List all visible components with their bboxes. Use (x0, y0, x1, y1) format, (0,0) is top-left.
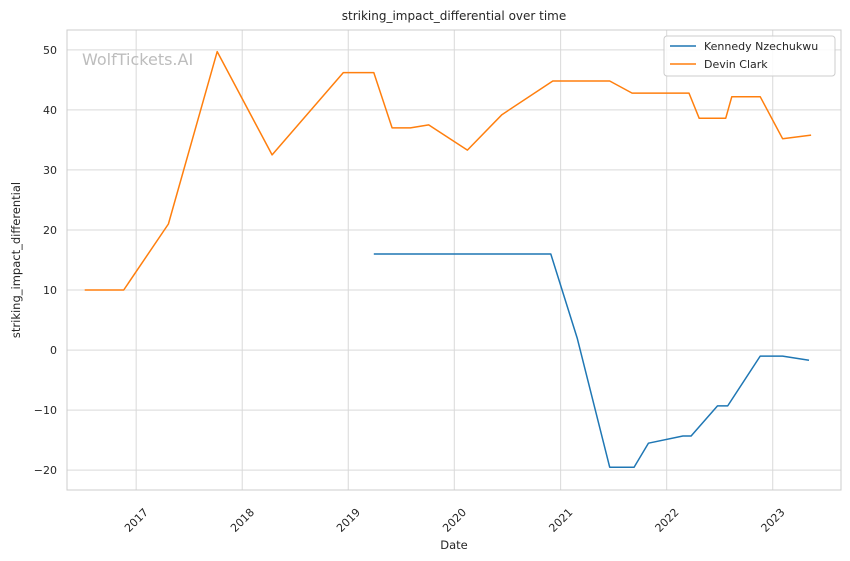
y-tick-label: −10 (34, 404, 57, 417)
watermark-text: WolfTickets.AI (82, 50, 193, 69)
y-axis-label: striking_impact_differential (9, 182, 23, 338)
y-tick-label: 0 (50, 344, 57, 357)
grid (67, 30, 841, 490)
legend-box (663, 35, 836, 77)
x-axis-label: Date (440, 538, 468, 552)
legend-label-2: Devin Clark (704, 58, 768, 71)
y-tick-label: 10 (43, 284, 57, 297)
y-tick-label: 30 (43, 164, 57, 177)
legend: Kennedy Nzechukwu Devin Clark (663, 35, 836, 77)
legend-label-1: Kennedy Nzechukwu (704, 40, 818, 53)
y-tick-label: 20 (43, 224, 57, 237)
series-layer (84, 50, 812, 468)
y-tick-label: 40 (43, 104, 57, 117)
chart-title: striking_impact_differential over time (342, 9, 567, 23)
y-tick-label: −20 (34, 464, 57, 477)
series-line-1 (373, 253, 810, 468)
series-line-2 (84, 50, 812, 291)
plot-frame (66, 29, 842, 491)
y-tick-label: 50 (43, 44, 57, 57)
